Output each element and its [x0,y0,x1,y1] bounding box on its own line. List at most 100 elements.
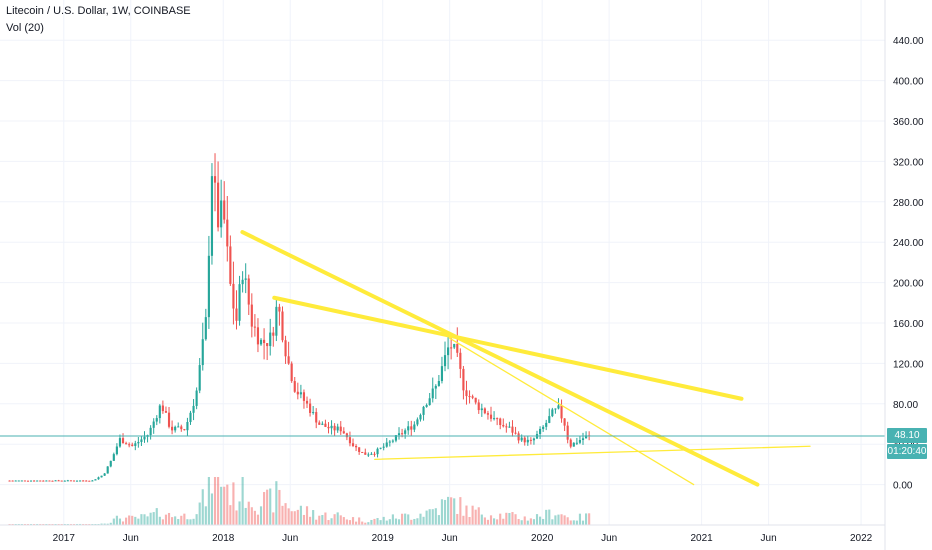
volume-bar [477,507,480,525]
price-tick-label: 80.00 [893,400,918,411]
candle-body [192,405,195,413]
time-axis[interactable]: 2017 Jun 2018 Jun 2019 Jun 2020 Jun 2021 Jun 2022 [53,533,873,544]
volume-bar [563,515,566,525]
volume-bar [361,521,364,525]
candle-body [72,480,76,482]
price-tick-label: 320.00 [893,157,924,168]
volume-bar [244,507,247,525]
volume-bar [339,515,342,525]
candle-body [397,433,401,436]
candle-body [269,332,272,347]
candle-body [97,477,100,480]
candle-body [508,426,511,428]
volume-bar [548,509,551,525]
volume-bar [324,512,327,525]
volume-bar [330,518,333,525]
candle-body [575,442,578,444]
price-tick-label: 200.00 [893,279,924,290]
volume-bar [566,517,569,525]
candle-body [39,480,42,482]
candle-body [339,426,342,432]
candle-body [520,437,523,441]
volume-bar [486,519,490,525]
candle-body [548,416,551,423]
volume-bar [281,505,284,525]
volume-bar [293,511,296,525]
volume-bar [229,505,232,525]
candle-body [158,405,161,419]
candle-body [437,381,440,386]
volume-bar [220,486,223,525]
trendline [449,337,695,486]
volume-bar [238,501,241,525]
grid-lines [0,0,885,525]
candle-body [198,365,201,391]
volume-bar [462,515,465,525]
candle-body [401,433,404,435]
candle-body [419,414,422,420]
volume-bar [183,513,186,525]
candle-body [82,480,85,482]
volume-bar [259,506,263,525]
candle-body [152,421,155,428]
candle-body [486,413,490,415]
candle-body [183,429,186,431]
time-tick-label: 2020 [531,533,554,544]
volume-bar [186,519,189,525]
volume-bar [373,518,376,525]
volume-bar [125,517,128,525]
volume-bar [152,512,155,525]
candle-body [410,426,413,430]
candle-body [189,412,192,422]
candle-body [327,426,330,429]
candle-body [115,446,118,455]
candle-body [263,339,266,344]
candle-body [468,396,471,398]
candle-body [302,392,306,401]
volume-bar [174,516,177,525]
volume-bar [388,519,391,525]
candle-body [361,451,364,453]
candle-body [367,454,370,456]
volume-bar [511,512,514,525]
trendlines[interactable] [240,230,811,487]
volume-bar [235,510,238,525]
volume-bar [115,515,118,525]
volume-bar [149,512,152,525]
candle-body [220,200,223,228]
candle-body [462,368,465,391]
candle-body [174,426,177,431]
candle-body [8,480,11,482]
volume-bar [296,509,299,525]
volume-bar [204,506,207,525]
candle-body [48,480,51,482]
candle-body [69,480,72,482]
volume-bar [394,518,398,525]
candle-body [155,418,158,422]
volume-bar [554,515,557,525]
candle-body [293,381,296,392]
candle-body [450,347,453,349]
volume-bar [103,523,106,525]
price-axis[interactable]: 0.0040.0080.00120.00160.00200.00240.0028… [893,36,924,491]
candle-body [394,435,398,441]
candle-body [517,433,520,441]
volume-bar [321,515,324,525]
volume-bar [327,520,330,525]
volume-bar [146,516,149,525]
volume-bar [401,513,404,525]
candle-body [226,219,229,247]
time-tick-label: 2021 [690,533,713,544]
volume-bar [588,513,591,525]
volume-bar [422,516,425,525]
volume-bar [121,521,125,525]
volume-bar [578,513,582,525]
candle-body [563,418,566,426]
time-tick-label: 2018 [212,533,235,544]
volume-bar [167,512,171,525]
candle-body [54,480,57,482]
candle-body [388,441,391,443]
volume-bar [128,515,131,525]
candle-body [379,447,382,449]
